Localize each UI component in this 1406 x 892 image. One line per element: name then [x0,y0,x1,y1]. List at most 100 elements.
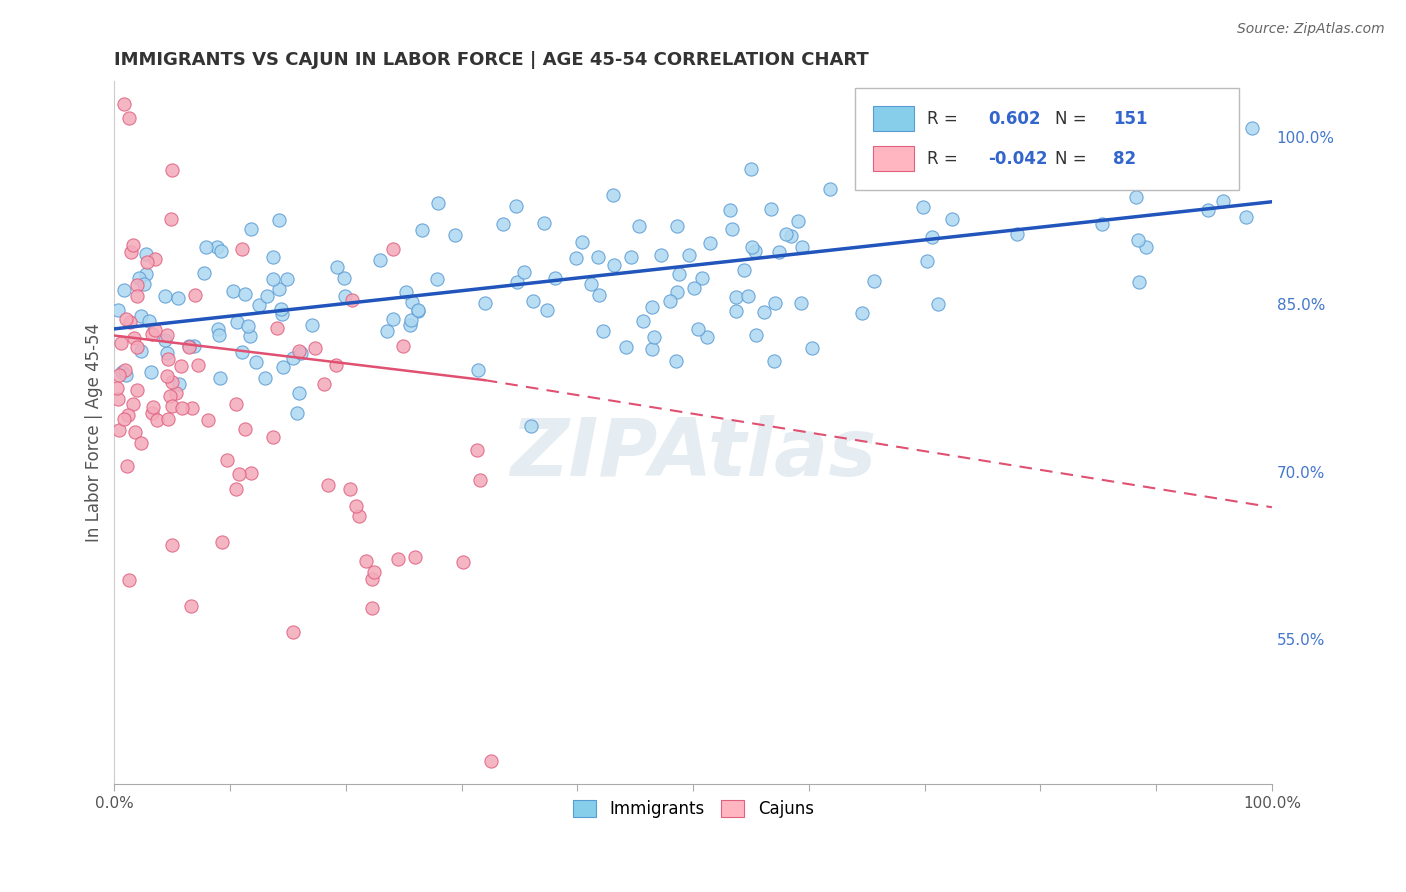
Point [1241,121,1264,136]
Y-axis label: In Labor Force | Age 45-54: In Labor Force | Age 45-54 [86,323,103,542]
Point [107,423,129,437]
Point [382,242,405,256]
Point [226,315,249,329]
Point [800,341,823,355]
Text: 0.602: 0.602 [988,110,1040,128]
Point [135,268,157,282]
Point [262,430,284,444]
Point [127,340,149,354]
Point [588,250,610,264]
Point [326,260,349,274]
FancyBboxPatch shape [873,146,914,171]
Point [208,327,231,342]
Point [211,534,233,549]
Point [266,320,288,334]
Point [387,552,409,566]
Point [316,478,339,492]
Point [533,216,555,230]
Point [312,377,335,392]
Point [740,162,762,177]
Point [762,353,785,368]
Point [114,368,136,382]
Point [160,163,183,178]
Point [737,289,759,303]
Point [135,247,157,261]
Point [453,555,475,569]
Point [1212,194,1234,209]
Point [276,272,298,286]
Point [686,322,709,336]
Point [165,386,187,401]
Point [465,443,488,458]
Point [602,187,624,202]
Point [614,339,637,353]
Point [233,286,256,301]
Point [1234,211,1257,225]
Point [180,599,202,614]
Point [156,352,179,367]
Point [411,222,433,236]
Point [588,288,610,302]
Point [1125,190,1147,204]
Point [225,397,247,411]
Point [763,296,786,310]
Point [492,217,515,231]
Point [125,289,148,303]
Point [110,336,132,351]
Point [160,538,183,552]
Point [181,401,204,416]
Point [641,300,664,314]
Point [179,340,201,354]
Point [256,289,278,303]
Point [215,453,238,467]
Point [759,202,782,216]
Point [399,312,422,326]
Point [262,250,284,264]
Point [160,375,183,389]
Point [105,381,128,395]
Point [138,314,160,328]
Point [304,342,326,356]
Point [1007,227,1029,242]
Point [659,294,682,309]
Point [207,321,229,335]
Point [1054,170,1077,185]
Point [222,284,245,298]
Point [666,219,689,233]
Point [108,368,131,382]
Point [129,436,152,450]
Point [699,236,721,251]
Point [690,271,713,285]
Point [641,343,664,357]
Point [474,295,496,310]
Point [122,331,145,345]
Point [513,264,536,278]
Point [911,200,934,214]
Point [112,412,135,426]
Point [744,244,766,258]
Point [1187,161,1209,176]
Point [399,318,422,333]
Point [921,229,943,244]
Text: N =: N = [1056,150,1092,168]
Point [790,240,813,254]
Point [333,289,356,303]
Point [283,624,305,639]
Point [665,285,688,300]
Point [183,339,205,353]
Text: N =: N = [1056,110,1092,128]
Point [153,333,176,347]
Point [118,573,141,587]
Text: -0.042: -0.042 [988,150,1047,168]
Point [160,212,183,227]
FancyBboxPatch shape [873,106,914,131]
Point [733,262,755,277]
Point [179,338,201,352]
Point [470,473,492,487]
Point [444,228,467,243]
Point [115,311,138,326]
Point [349,509,371,524]
Point [683,281,706,295]
Point [818,182,841,196]
Point [207,240,229,254]
